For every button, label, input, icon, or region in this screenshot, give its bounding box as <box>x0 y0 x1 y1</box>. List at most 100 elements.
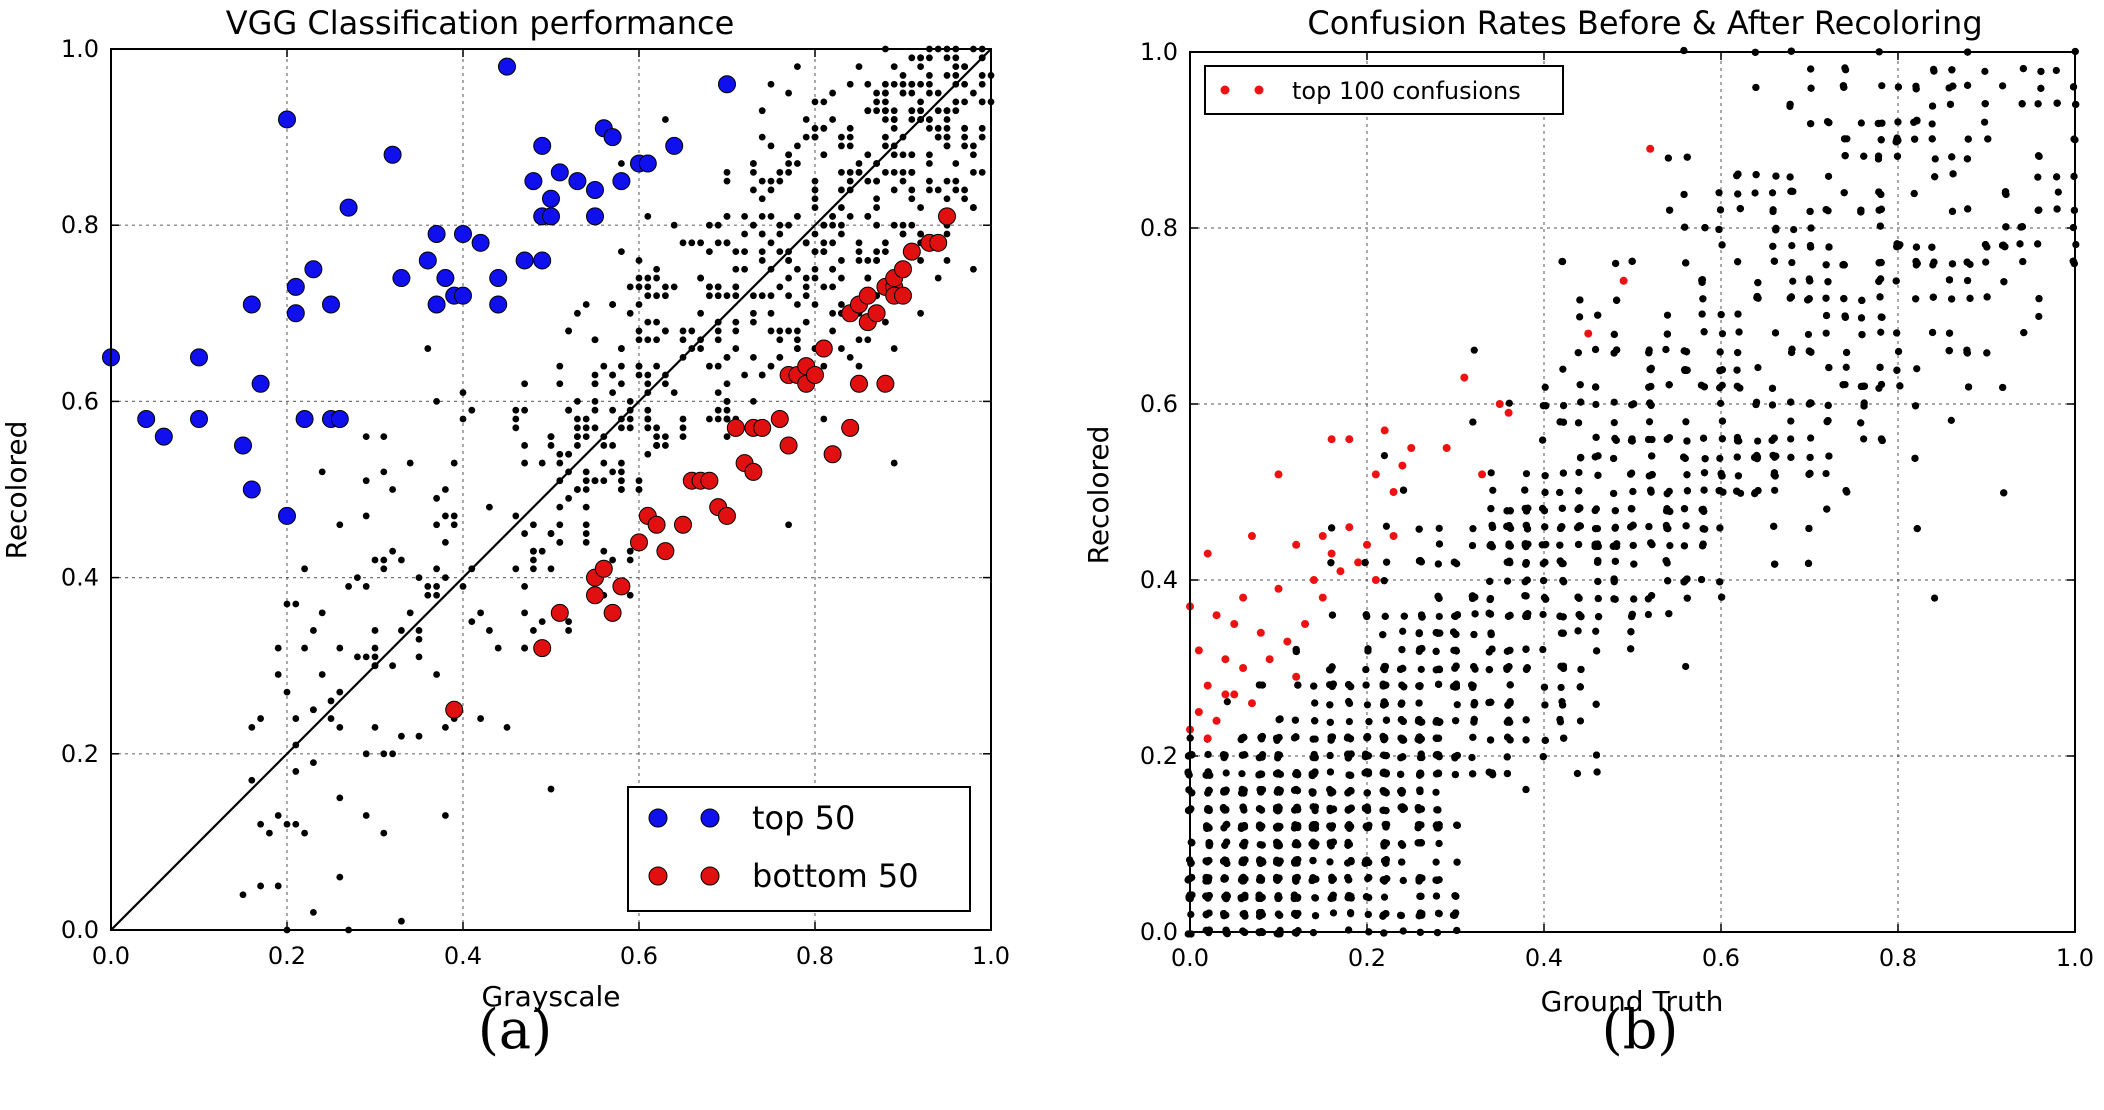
scatter-point <box>1983 349 1991 357</box>
scatter-point <box>1893 366 1901 374</box>
scatter-point <box>1576 313 1584 321</box>
scatter-point <box>406 459 414 467</box>
scatter-point <box>1399 717 1407 726</box>
scatter-point <box>679 336 687 344</box>
scatter-point <box>450 459 458 467</box>
scatter-point <box>750 318 757 326</box>
scatter-point <box>1683 487 1692 495</box>
scatter-point <box>1805 275 1813 283</box>
scatter-point <box>521 609 528 617</box>
scatter-point <box>1363 789 1371 797</box>
scatter-point <box>1575 468 1583 477</box>
scatter-point <box>970 204 977 211</box>
scatter-point <box>1948 66 1956 74</box>
scatter-point <box>741 371 748 379</box>
scatter-point <box>644 336 652 344</box>
scatter-point <box>1648 471 1656 479</box>
scatter-point <box>626 424 634 432</box>
scatter-point <box>433 671 440 678</box>
scatter-point <box>336 644 344 652</box>
scatter-point <box>2000 278 2008 286</box>
scatter-point <box>2019 64 2027 73</box>
scatter-point <box>257 820 264 828</box>
scatter-point <box>1486 595 1494 604</box>
top100-point <box>1495 400 1504 408</box>
scatter-point <box>1292 733 1300 741</box>
scatter-point <box>1577 398 1585 406</box>
scatter-point <box>1768 189 1777 197</box>
scatter-point <box>855 336 863 344</box>
scatter-point <box>855 239 863 247</box>
scatter-point <box>450 521 458 529</box>
scatter-point <box>556 503 564 511</box>
scatter-point <box>1611 507 1619 515</box>
scatter-point <box>1700 328 1708 336</box>
scatter-point <box>1592 400 1600 409</box>
bottom50-point <box>814 339 833 358</box>
scatter-point <box>864 107 872 115</box>
scatter-point <box>838 221 845 229</box>
scatter-point <box>1771 329 1780 337</box>
scatter-point <box>283 688 291 696</box>
scatter-point <box>398 627 405 634</box>
panel-label-b: (b) <box>1602 998 1679 1061</box>
scatter-point <box>873 248 880 256</box>
top50-point <box>542 189 560 208</box>
scatter-point <box>723 406 731 414</box>
scatter-point <box>1963 348 1971 356</box>
scatter-point <box>336 723 344 731</box>
bottom50-point <box>823 445 842 464</box>
scatter-point <box>371 644 379 652</box>
x-tick-label: 0.2 <box>1348 944 1386 972</box>
scatter-point <box>864 151 872 159</box>
top50-point <box>286 304 305 323</box>
top50-point <box>427 225 446 244</box>
scatter-point <box>1948 207 1957 216</box>
scatter-point <box>2002 223 2010 231</box>
scatter-point <box>1699 525 1707 533</box>
scatter-point <box>811 98 819 106</box>
scatter-point <box>609 442 616 449</box>
scatter-point <box>415 653 423 661</box>
scatter-point <box>670 283 678 291</box>
scatter-point <box>1843 348 1851 357</box>
scatter-point <box>547 530 555 537</box>
scatter-point <box>811 133 819 141</box>
scatter-point <box>512 565 520 573</box>
scatter-point <box>1203 823 1212 831</box>
scatter-point <box>389 486 396 493</box>
scatter-point <box>1647 592 1656 600</box>
scatter-point <box>2054 188 2062 196</box>
scatter-point <box>1326 841 1335 849</box>
scatter-point <box>618 160 625 167</box>
scatter-point <box>1380 451 1389 460</box>
scatter-point <box>970 89 977 97</box>
scatter-point <box>1560 578 1568 586</box>
scatter-point <box>908 116 916 123</box>
scatter-point <box>1379 911 1388 919</box>
scatter-point <box>1628 435 1636 443</box>
scatter-point <box>292 741 300 749</box>
scatter-point <box>1417 892 1425 900</box>
scatter-point <box>838 274 845 282</box>
scatter-point <box>1645 418 1654 426</box>
scatter-point <box>926 151 933 159</box>
scatter-point <box>811 204 819 211</box>
scatter-point <box>1754 437 1762 445</box>
scatter-point <box>1521 486 1529 494</box>
scatter-point <box>609 301 616 308</box>
scatter-point <box>1487 698 1495 706</box>
scatter-point <box>1505 557 1513 565</box>
scatter-point <box>943 257 951 264</box>
scatter-point <box>1221 856 1229 865</box>
scatter-point <box>1594 311 1602 319</box>
scatter-point <box>1329 909 1338 917</box>
scatter-point <box>1222 821 1230 829</box>
scatter-point <box>486 627 493 634</box>
scatter-point <box>1381 788 1389 796</box>
scatter-point <box>978 54 986 62</box>
scatter-point <box>706 248 713 256</box>
scatter-point <box>2018 100 2026 108</box>
chart-b-ylabel: Recolored <box>1082 426 1115 565</box>
bottom50-point <box>700 471 719 490</box>
